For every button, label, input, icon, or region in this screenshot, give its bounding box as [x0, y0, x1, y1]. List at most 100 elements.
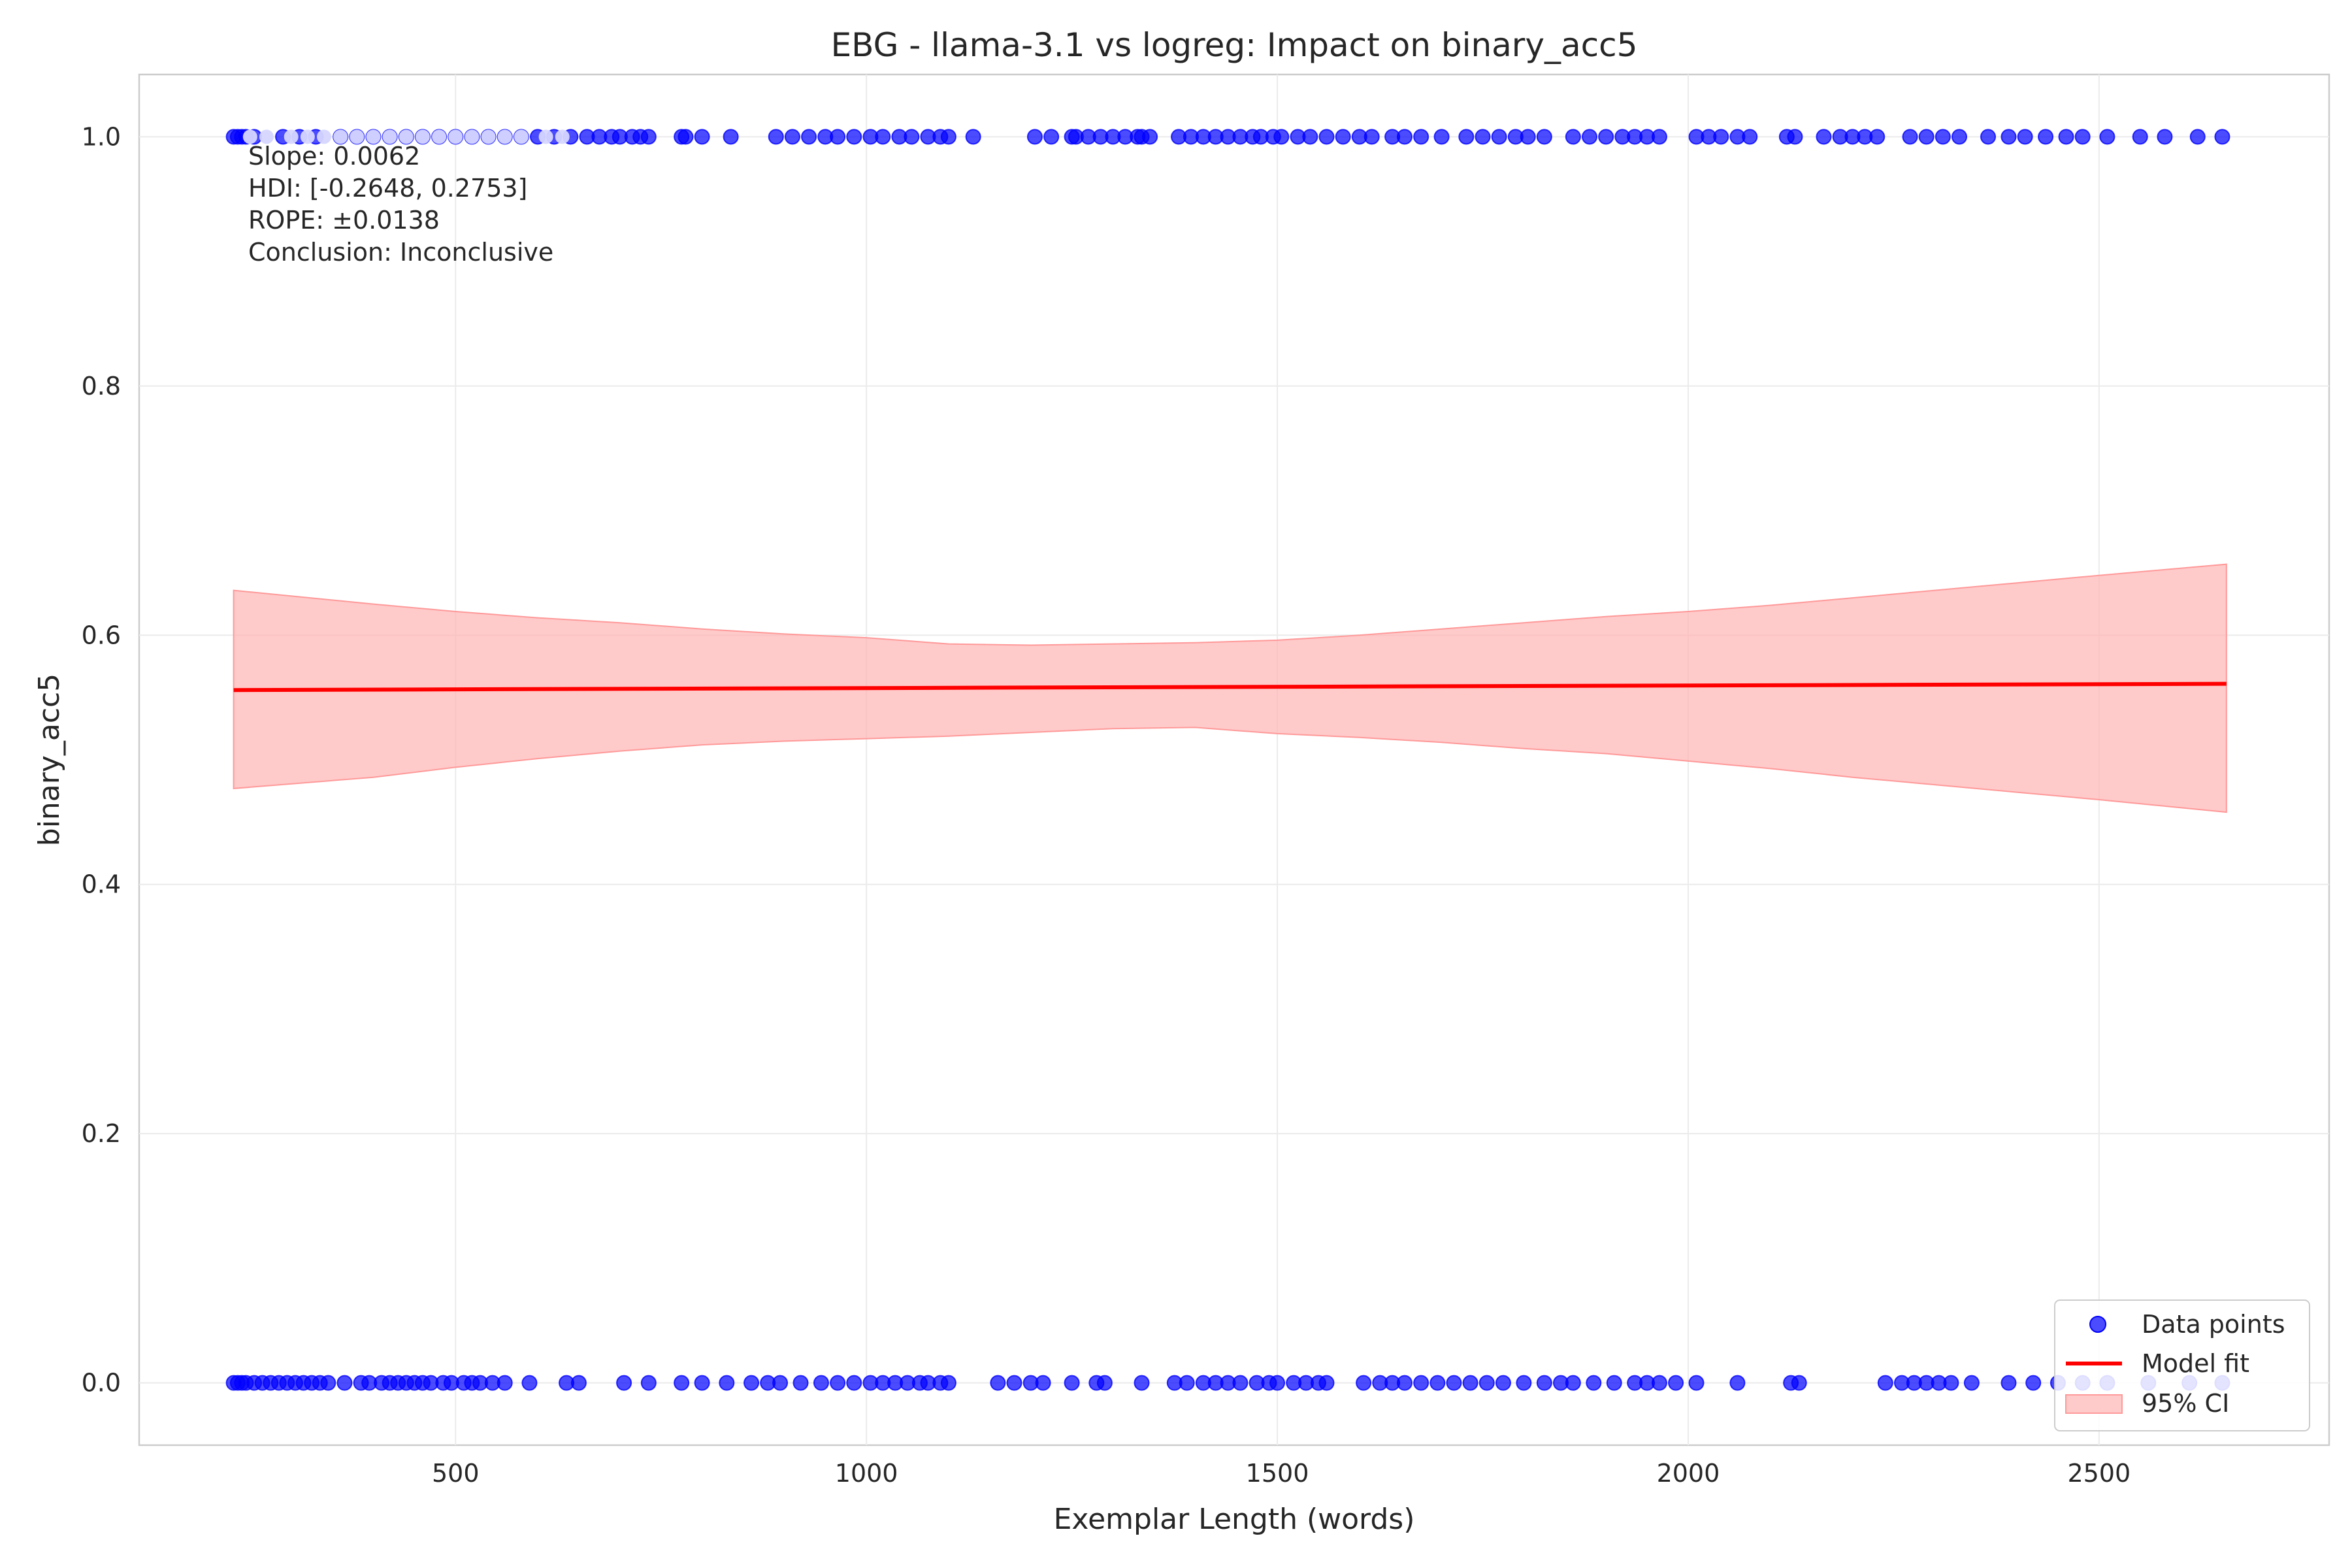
model-fit-line — [233, 681, 2227, 693]
data-point — [875, 129, 891, 145]
x-tick-label: 1500 — [1246, 1459, 1309, 1488]
data-point — [1536, 1375, 1552, 1391]
data-point-faded — [317, 129, 332, 144]
data-point — [1688, 1375, 1705, 1391]
data-point — [846, 1375, 862, 1391]
data-point — [2214, 129, 2230, 145]
legend-marker-ci — [2065, 1394, 2123, 1414]
data-point — [1475, 129, 1491, 145]
data-point — [990, 1375, 1006, 1391]
x-axis-label: Exemplar Length (words) — [1054, 1503, 1415, 1536]
data-point — [1142, 129, 1158, 145]
data-point — [570, 1375, 587, 1391]
data-point — [1064, 1375, 1080, 1391]
data-point — [1943, 1375, 1959, 1391]
data-point — [497, 1375, 513, 1391]
data-point — [1043, 129, 1060, 145]
data-point — [1787, 129, 1803, 145]
data-point — [772, 1375, 789, 1391]
data-point — [640, 129, 657, 145]
data-point — [694, 129, 710, 145]
data-point — [640, 1375, 657, 1391]
data-point — [723, 129, 739, 145]
data-point — [1232, 1375, 1249, 1391]
data-point — [1396, 1375, 1413, 1391]
legend-label-data-points: Data points — [2142, 1310, 2285, 1339]
data-point — [1096, 1375, 1113, 1391]
y-tick-label: 0.0 — [82, 1369, 121, 1397]
points-layer — [225, 129, 2230, 1391]
ticks: 500 1000 1500 2000 2500 0.0 0.2 0.4 0.6 0.8 1.0 — [82, 122, 2131, 1488]
data-point — [768, 129, 784, 145]
legend-label-ci: 95% CI — [2142, 1389, 2229, 1418]
fit-layer — [233, 681, 2227, 693]
data-point — [674, 1375, 690, 1391]
data-point-faded — [399, 129, 414, 144]
data-point — [1302, 129, 1318, 145]
data-point — [1935, 129, 1951, 145]
data-point — [830, 129, 846, 145]
data-point — [694, 1375, 710, 1391]
data-point — [1980, 129, 1997, 145]
data-point — [320, 1375, 336, 1391]
y-axis-label: binary_acc5 — [33, 674, 66, 846]
data-point — [2099, 129, 2115, 145]
data-point — [965, 129, 981, 145]
data-point — [1179, 1375, 1195, 1391]
data-point — [1869, 129, 1886, 145]
y-tick-label: 0.4 — [82, 870, 121, 899]
legend-label-model-fit: Model fit — [2142, 1349, 2249, 1378]
data-point — [1565, 129, 1581, 145]
legend: Data points Model fit 95% CI — [2054, 1299, 2310, 1431]
data-point — [1478, 1375, 1495, 1391]
data-point — [1586, 1375, 1602, 1391]
data-point — [2132, 129, 2148, 145]
data-point — [1364, 129, 1380, 145]
data-point — [1651, 129, 1667, 145]
data-point — [1581, 129, 1597, 145]
y-tick-label: 0.6 — [82, 621, 121, 649]
data-point — [336, 1375, 353, 1391]
data-point — [830, 1375, 846, 1391]
data-point — [2189, 129, 2206, 145]
data-point — [1816, 129, 1832, 145]
data-point — [1598, 129, 1614, 145]
data-point-faded — [415, 129, 430, 144]
data-point — [1429, 1375, 1446, 1391]
data-point — [784, 129, 800, 145]
data-point-faded — [538, 129, 553, 144]
data-point — [1491, 129, 1507, 145]
y-tick-label: 1.0 — [82, 122, 121, 151]
data-point — [678, 129, 694, 145]
data-point-faded — [350, 129, 365, 144]
data-point-faded — [242, 129, 257, 144]
data-point — [2017, 129, 2033, 145]
annotation-slope: Slope: 0.0062 — [248, 142, 420, 171]
data-point — [1269, 1375, 1286, 1391]
data-point — [813, 1375, 829, 1391]
data-point — [940, 129, 956, 145]
data-point — [1963, 1375, 1980, 1391]
data-point-faded — [259, 129, 274, 144]
data-point — [1356, 1375, 1372, 1391]
data-point — [1495, 1375, 1511, 1391]
data-point — [940, 1375, 956, 1391]
annotation-hdi: HDI: [-0.2648, 0.2753] — [248, 174, 527, 203]
data-point — [1520, 129, 1536, 145]
data-point — [1516, 1375, 1532, 1391]
data-point — [1565, 1375, 1581, 1391]
annotation-rope: ROPE: ±0.0138 — [248, 206, 440, 235]
data-point — [743, 1375, 760, 1391]
data-point — [1026, 129, 1043, 145]
data-point-faded — [300, 129, 315, 144]
data-point — [1918, 129, 1935, 145]
data-point — [1713, 129, 1729, 145]
data-point — [1536, 129, 1552, 145]
data-point — [1318, 129, 1335, 145]
y-tick-label: 0.8 — [82, 372, 121, 400]
data-point — [1273, 129, 1290, 145]
legend-marker-data-points — [2089, 1316, 2106, 1333]
data-point — [521, 1375, 538, 1391]
data-point — [1413, 129, 1429, 145]
annotation-conclusion: Conclusion: Inconclusive — [248, 238, 553, 267]
